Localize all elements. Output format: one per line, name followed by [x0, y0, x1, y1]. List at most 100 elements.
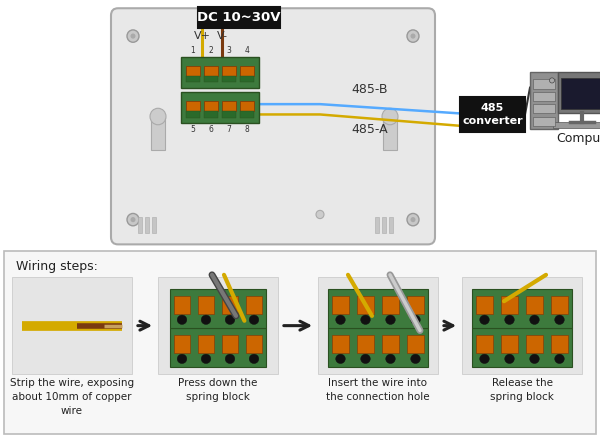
Text: 485-A: 485-A [352, 123, 388, 136]
Circle shape [361, 354, 370, 364]
Circle shape [177, 315, 187, 325]
Circle shape [505, 354, 514, 364]
Bar [460, 97, 525, 132]
Bar [204, 111, 218, 117]
Bar [12, 277, 132, 374]
Text: V-: V- [217, 31, 227, 41]
Text: 1: 1 [191, 46, 196, 55]
Bar [197, 297, 214, 314]
Bar [472, 328, 572, 367]
Text: Insert the wire into
the connection hole: Insert the wire into the connection hole [326, 378, 430, 402]
Circle shape [127, 30, 139, 42]
Bar [561, 78, 600, 110]
Bar [389, 216, 393, 233]
Bar [173, 336, 190, 353]
Circle shape [550, 78, 554, 83]
Text: Wiring steps:: Wiring steps: [16, 260, 98, 273]
Bar [530, 72, 558, 129]
Circle shape [131, 217, 136, 222]
Bar [476, 336, 493, 353]
Bar [245, 336, 262, 353]
Circle shape [530, 354, 539, 364]
Bar [357, 336, 374, 353]
Bar [240, 76, 254, 82]
Circle shape [336, 315, 346, 325]
Circle shape [201, 354, 211, 364]
Bar [558, 72, 600, 113]
Bar [170, 289, 266, 328]
Circle shape [150, 108, 166, 125]
Circle shape [505, 315, 514, 325]
Bar [462, 277, 582, 374]
Bar [181, 57, 259, 88]
Circle shape [225, 315, 235, 325]
Bar [181, 92, 259, 123]
Circle shape [386, 354, 395, 364]
Bar [382, 297, 399, 314]
Text: 8: 8 [245, 125, 250, 134]
Text: Strip the wire, exposing
about 10mm of copper
wire: Strip the wire, exposing about 10mm of c… [10, 378, 134, 416]
Circle shape [480, 354, 490, 364]
Circle shape [407, 30, 419, 42]
Circle shape [361, 315, 370, 325]
Bar [222, 111, 236, 117]
Text: 485-B: 485-B [352, 83, 388, 96]
Text: Computer: Computer [556, 132, 600, 145]
Bar [197, 336, 214, 353]
Circle shape [407, 213, 419, 226]
Text: 2: 2 [209, 46, 214, 55]
Bar [533, 79, 555, 88]
Bar [476, 297, 493, 314]
Bar [407, 297, 424, 314]
Bar [318, 277, 438, 374]
Bar [240, 101, 254, 111]
Bar [375, 216, 379, 233]
Bar [204, 66, 218, 76]
Bar [186, 101, 200, 111]
Bar [332, 297, 349, 314]
Circle shape [555, 354, 564, 364]
Bar [357, 297, 374, 314]
Circle shape [225, 354, 235, 364]
Circle shape [177, 354, 187, 364]
Text: 7: 7 [227, 125, 232, 134]
Bar [328, 328, 428, 367]
Bar [221, 297, 238, 314]
Bar [138, 216, 142, 233]
Bar [186, 76, 200, 82]
Circle shape [382, 108, 398, 125]
Text: DC 10~30V: DC 10~30V [197, 11, 281, 24]
Circle shape [480, 315, 490, 325]
Text: 3: 3 [227, 46, 232, 55]
Bar [204, 101, 218, 111]
Text: 5: 5 [191, 125, 196, 134]
Circle shape [530, 315, 539, 325]
Bar [222, 66, 236, 76]
Bar [186, 111, 200, 117]
Text: Release the
spring block: Release the spring block [490, 378, 554, 402]
Bar [204, 76, 218, 82]
Bar [533, 92, 555, 101]
Bar [407, 336, 424, 353]
FancyBboxPatch shape [111, 8, 435, 244]
Circle shape [410, 217, 415, 222]
Bar [553, 122, 600, 128]
Circle shape [249, 354, 259, 364]
Circle shape [131, 34, 136, 39]
Circle shape [201, 315, 211, 325]
Circle shape [386, 315, 395, 325]
Circle shape [555, 315, 564, 325]
Bar [526, 297, 543, 314]
Bar [221, 336, 238, 353]
Bar [526, 336, 543, 353]
Bar [222, 76, 236, 82]
Bar [152, 216, 156, 233]
Circle shape [249, 315, 259, 325]
Bar [158, 277, 278, 374]
Circle shape [316, 210, 324, 219]
Bar [382, 336, 399, 353]
Bar [551, 336, 568, 353]
Circle shape [410, 315, 420, 325]
Bar [245, 297, 262, 314]
Bar [170, 328, 266, 367]
